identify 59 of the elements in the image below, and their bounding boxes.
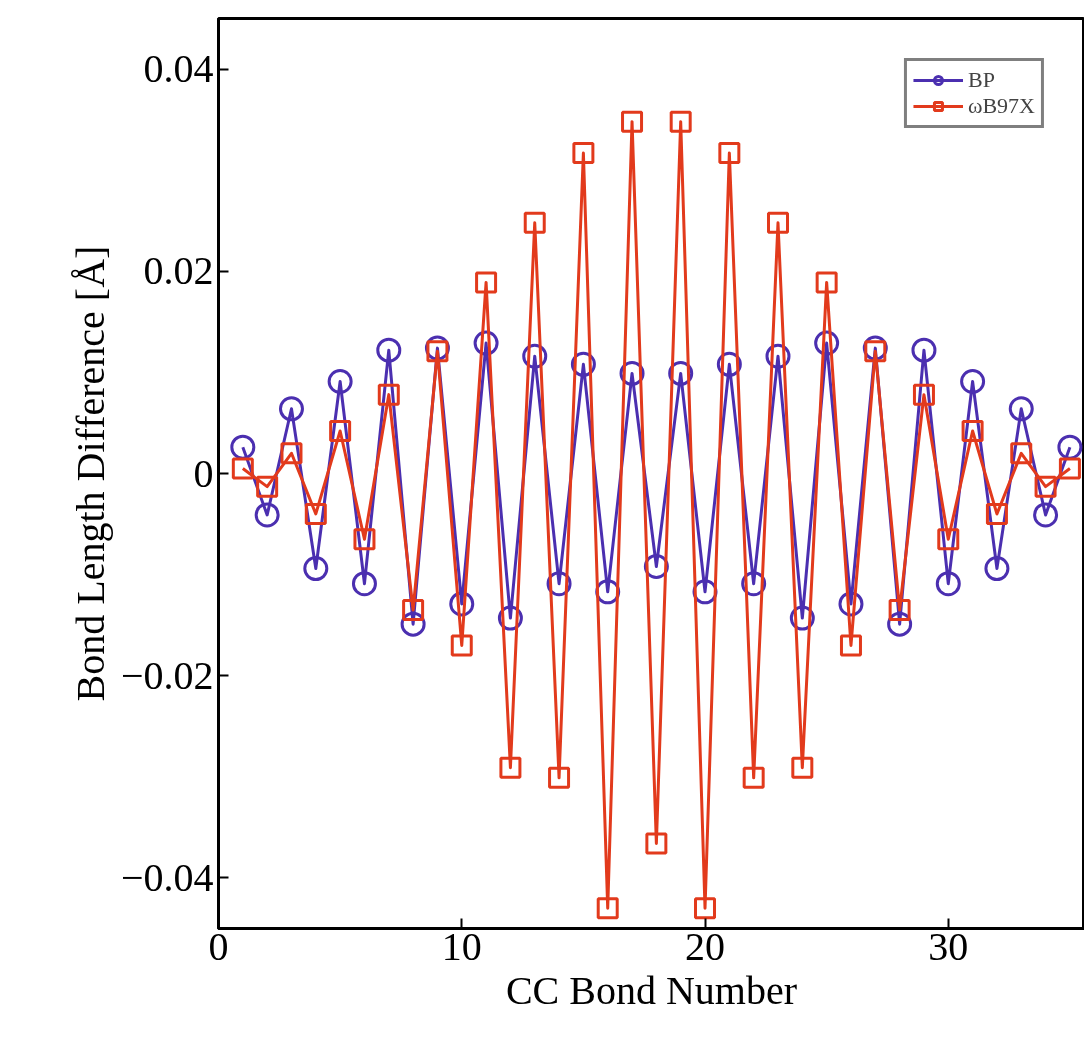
point (376, 337, 402, 363)
y-tick-label: −0.02 (120, 652, 214, 698)
point (645, 832, 668, 855)
point (984, 556, 1010, 582)
y-tick-label: 0.02 (143, 248, 214, 294)
point (351, 571, 377, 597)
point (523, 211, 546, 234)
point (718, 141, 741, 164)
point (426, 340, 449, 363)
x-axis-title: CC Bond Number (505, 967, 798, 1013)
point (961, 420, 984, 443)
point (278, 396, 304, 422)
point (329, 420, 352, 443)
y-tick-label: −0.04 (120, 854, 214, 900)
point (450, 634, 473, 657)
point (548, 766, 571, 789)
point (815, 271, 838, 294)
point (742, 766, 765, 789)
point (475, 271, 498, 294)
point (694, 897, 717, 920)
x-tick-label: 20 (685, 923, 726, 969)
point (791, 756, 814, 779)
point (1008, 396, 1034, 422)
point (377, 383, 400, 406)
point (935, 571, 961, 597)
y-axis-title: Bond Length Difference [Å] (67, 245, 113, 702)
x-tick-label: 30 (928, 923, 969, 969)
point (304, 502, 327, 525)
point (669, 110, 692, 133)
point (231, 457, 254, 480)
point (766, 211, 789, 234)
y-tick-label: 0.04 (143, 46, 214, 92)
x-tick-label: 10 (441, 923, 482, 969)
point (1033, 502, 1059, 528)
point (327, 369, 353, 394)
point (960, 369, 986, 394)
legend-label: BP (967, 67, 995, 93)
point (985, 502, 1008, 525)
point (937, 528, 960, 551)
point (864, 340, 887, 363)
point (499, 756, 522, 779)
point (596, 897, 619, 920)
point (572, 141, 595, 164)
point (888, 599, 911, 621)
point (303, 556, 329, 582)
point (1010, 442, 1033, 465)
y-tick-label: 0 (193, 450, 214, 496)
point (402, 599, 425, 621)
point (254, 502, 280, 528)
point (839, 634, 862, 657)
point (353, 528, 376, 551)
point (256, 475, 279, 498)
point (1058, 457, 1081, 480)
legend-label: ωB97X (967, 93, 1035, 119)
point (621, 110, 644, 133)
point (912, 383, 935, 406)
point (280, 442, 303, 465)
point (1034, 475, 1057, 498)
point (911, 337, 937, 363)
